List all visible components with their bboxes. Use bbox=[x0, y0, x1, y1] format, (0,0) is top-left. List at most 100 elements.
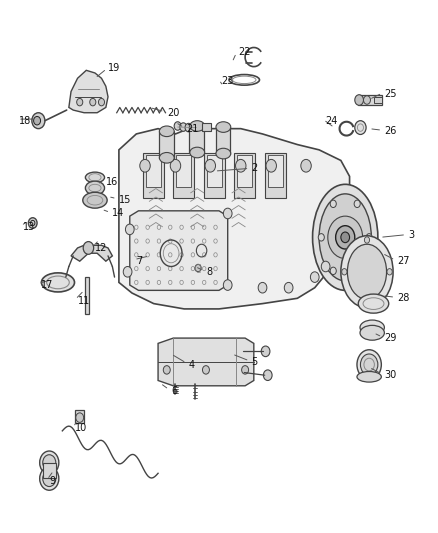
Text: 20: 20 bbox=[167, 108, 179, 118]
Bar bbox=[268, 155, 283, 187]
Text: 22: 22 bbox=[239, 47, 251, 56]
Circle shape bbox=[330, 267, 336, 274]
Text: 19: 19 bbox=[108, 63, 120, 72]
Bar bbox=[201, 123, 211, 131]
Ellipse shape bbox=[341, 236, 393, 308]
Ellipse shape bbox=[159, 152, 174, 163]
Ellipse shape bbox=[358, 294, 389, 313]
Text: 13: 13 bbox=[23, 222, 35, 232]
Circle shape bbox=[140, 159, 150, 172]
Ellipse shape bbox=[216, 148, 231, 159]
Bar bbox=[237, 155, 252, 187]
Polygon shape bbox=[71, 245, 113, 261]
Circle shape bbox=[40, 451, 59, 474]
Circle shape bbox=[360, 354, 378, 375]
Text: 11: 11 bbox=[78, 296, 90, 306]
Circle shape bbox=[261, 346, 270, 357]
Circle shape bbox=[328, 216, 363, 259]
Circle shape bbox=[76, 413, 84, 422]
Circle shape bbox=[174, 122, 181, 130]
Polygon shape bbox=[158, 338, 254, 386]
Bar bbox=[207, 155, 222, 187]
Circle shape bbox=[321, 261, 330, 272]
Circle shape bbox=[223, 208, 232, 219]
Text: 30: 30 bbox=[385, 370, 397, 380]
Circle shape bbox=[318, 233, 324, 241]
Ellipse shape bbox=[85, 172, 105, 183]
Ellipse shape bbox=[357, 372, 381, 382]
Ellipse shape bbox=[190, 120, 205, 131]
Circle shape bbox=[28, 217, 37, 228]
Text: 6: 6 bbox=[171, 386, 177, 396]
Ellipse shape bbox=[319, 194, 371, 281]
Circle shape bbox=[43, 471, 56, 487]
Circle shape bbox=[90, 99, 96, 106]
Text: 29: 29 bbox=[385, 333, 397, 343]
Circle shape bbox=[77, 99, 83, 106]
Polygon shape bbox=[69, 70, 108, 113]
Circle shape bbox=[32, 113, 45, 128]
Text: 24: 24 bbox=[325, 116, 338, 126]
Circle shape bbox=[236, 159, 246, 172]
Ellipse shape bbox=[360, 325, 385, 340]
Circle shape bbox=[266, 159, 276, 172]
Circle shape bbox=[170, 159, 181, 172]
Text: 3: 3 bbox=[408, 230, 414, 240]
Bar bbox=[146, 155, 161, 187]
Circle shape bbox=[354, 200, 360, 207]
Circle shape bbox=[163, 366, 170, 374]
Text: 21: 21 bbox=[186, 124, 199, 134]
Bar bbox=[204, 152, 225, 198]
Circle shape bbox=[355, 120, 366, 134]
Polygon shape bbox=[119, 128, 358, 309]
Text: 4: 4 bbox=[188, 360, 194, 369]
Circle shape bbox=[364, 237, 370, 243]
Bar bbox=[75, 410, 84, 423]
Circle shape bbox=[189, 123, 196, 132]
Text: 7: 7 bbox=[136, 256, 142, 266]
Bar bbox=[189, 126, 204, 152]
Circle shape bbox=[336, 225, 355, 249]
Text: 16: 16 bbox=[106, 176, 118, 187]
Bar bbox=[374, 97, 382, 103]
Ellipse shape bbox=[159, 126, 174, 136]
Text: 15: 15 bbox=[119, 195, 131, 205]
Circle shape bbox=[342, 269, 347, 275]
Circle shape bbox=[195, 264, 201, 272]
Circle shape bbox=[242, 366, 249, 374]
Circle shape bbox=[180, 123, 187, 131]
Bar bbox=[196, 124, 200, 131]
Circle shape bbox=[364, 96, 371, 104]
Bar bbox=[215, 127, 230, 154]
Bar bbox=[173, 152, 194, 198]
Circle shape bbox=[125, 224, 134, 235]
Ellipse shape bbox=[42, 273, 74, 292]
Bar bbox=[358, 95, 382, 105]
Circle shape bbox=[301, 159, 311, 172]
Text: 26: 26 bbox=[385, 126, 397, 136]
Ellipse shape bbox=[347, 244, 387, 300]
Bar bbox=[43, 463, 56, 478]
Text: 23: 23 bbox=[221, 76, 233, 86]
Text: 14: 14 bbox=[113, 208, 125, 219]
Text: 2: 2 bbox=[252, 164, 258, 173]
Bar bbox=[177, 155, 191, 187]
Bar bbox=[85, 277, 89, 314]
Circle shape bbox=[357, 350, 381, 379]
Ellipse shape bbox=[190, 147, 205, 158]
Circle shape bbox=[330, 200, 336, 207]
Bar bbox=[143, 152, 164, 198]
Ellipse shape bbox=[216, 122, 231, 132]
Circle shape bbox=[123, 266, 132, 277]
Text: 27: 27 bbox=[397, 256, 410, 266]
Circle shape bbox=[387, 269, 392, 275]
Circle shape bbox=[34, 116, 41, 125]
Circle shape bbox=[40, 467, 59, 490]
Polygon shape bbox=[130, 211, 228, 290]
Circle shape bbox=[202, 366, 209, 374]
Circle shape bbox=[366, 233, 372, 241]
Text: 12: 12 bbox=[95, 243, 107, 253]
Ellipse shape bbox=[360, 320, 385, 335]
Bar bbox=[159, 131, 174, 158]
Text: 8: 8 bbox=[206, 267, 212, 277]
